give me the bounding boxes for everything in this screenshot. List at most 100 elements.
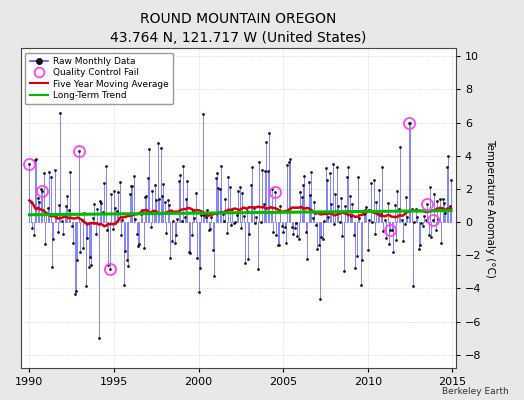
Point: [410, 219, 419, 226]
Point: [169, 218, 178, 224]
Point: [79, 245, 87, 252]
Point: [29, 232, 38, 239]
Point: [69, 240, 78, 246]
Point: [400, 221, 409, 227]
Point: [302, 229, 310, 236]
Point: [280, 224, 289, 230]
Point: [409, 283, 417, 289]
Point: [258, 166, 266, 173]
Point: [316, 296, 324, 302]
Point: [199, 111, 207, 118]
Point: [119, 282, 128, 288]
Point: [347, 213, 355, 220]
Point: [286, 156, 294, 162]
Point: [196, 264, 204, 271]
Point: [55, 201, 63, 208]
Point: [127, 183, 135, 190]
Point: [184, 249, 193, 255]
Point: [73, 257, 82, 263]
Point: [344, 164, 352, 170]
Point: [319, 236, 327, 242]
Point: [234, 188, 242, 194]
Point: [156, 145, 165, 152]
Point: [97, 200, 105, 206]
Point: [225, 184, 234, 190]
Point: [155, 196, 163, 202]
Point: [148, 187, 156, 194]
Point: [406, 120, 414, 126]
Point: [149, 208, 158, 214]
Point: [249, 204, 258, 211]
Point: [403, 214, 411, 220]
Point: [178, 218, 186, 224]
Point: [279, 228, 288, 235]
Point: [314, 242, 323, 248]
Point: [331, 191, 340, 198]
Point: [274, 242, 282, 248]
Point: [382, 234, 390, 241]
Point: [365, 216, 374, 223]
Point: [389, 249, 398, 255]
Point: [213, 170, 221, 176]
Point: [51, 167, 59, 173]
Point: [45, 169, 53, 175]
Point: [214, 185, 223, 191]
Point: [176, 171, 184, 178]
Point: [86, 254, 94, 260]
Point: [210, 273, 219, 280]
Point: [202, 214, 210, 220]
Point: [335, 219, 344, 225]
Point: [307, 168, 315, 175]
Point: [88, 262, 96, 268]
Point: [366, 180, 375, 186]
Point: [348, 201, 356, 207]
Point: [115, 179, 124, 186]
Point: [163, 197, 172, 203]
Point: [108, 226, 117, 232]
Point: [272, 232, 280, 238]
Point: [257, 219, 265, 226]
Point: [445, 203, 454, 209]
Point: [275, 241, 283, 248]
Point: [220, 218, 228, 224]
Point: [282, 240, 290, 246]
Point: [358, 257, 366, 263]
Point: [137, 211, 145, 217]
Point: [355, 215, 364, 222]
Point: [285, 159, 293, 165]
Point: [138, 208, 146, 215]
Point: [166, 255, 174, 262]
Point: [266, 209, 275, 215]
Point: [147, 224, 155, 230]
Point: [385, 240, 393, 247]
Point: [392, 237, 400, 243]
Point: [162, 230, 170, 236]
Point: [92, 231, 100, 238]
Point: [211, 175, 220, 181]
Point: [304, 179, 313, 186]
Point: [334, 203, 343, 210]
Point: [206, 226, 214, 232]
Point: [325, 170, 334, 177]
Point: [131, 216, 139, 222]
Point: [139, 245, 148, 251]
Point: [320, 218, 329, 224]
Point: [379, 228, 388, 234]
Point: [151, 182, 159, 188]
Point: [103, 227, 111, 233]
Point: [41, 241, 49, 248]
Point: [294, 236, 303, 242]
Point: [68, 223, 76, 229]
Point: [262, 139, 270, 146]
Point: [424, 232, 433, 238]
Point: [261, 168, 269, 175]
Point: [34, 195, 42, 202]
Point: [430, 191, 439, 197]
Point: [361, 207, 369, 213]
Point: [173, 216, 182, 222]
Point: [113, 208, 121, 214]
Point: [53, 229, 62, 235]
Point: [427, 234, 435, 240]
Point: [343, 174, 351, 180]
Point: [200, 212, 209, 218]
